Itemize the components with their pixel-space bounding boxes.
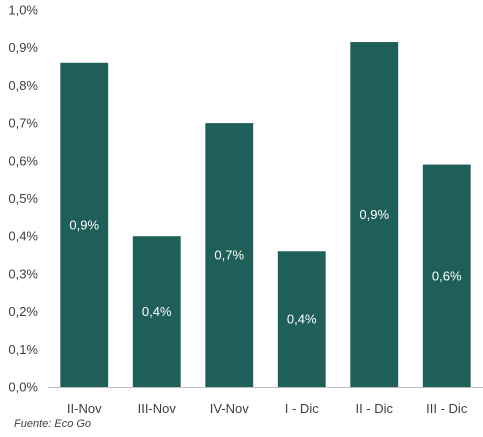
source-note: Fuente: Eco Go — [14, 418, 92, 430]
y-tick-label: 0,4% — [8, 229, 38, 244]
bar — [60, 62, 109, 387]
bars: 0,9% 0,4% 0,7% 0,4% 0,9% 0,6% — [60, 42, 471, 388]
bar-data-label: 0,4% — [287, 312, 317, 327]
bar-data-label: 0,9% — [69, 217, 99, 232]
bar — [205, 123, 254, 387]
y-tick-label: 0,0% — [8, 380, 38, 395]
y-axis: 0,0% 0,1% 0,2% 0,3% 0,4% 0,5% 0,6% 0,7% 0,8% 0,9%… — [8, 3, 38, 395]
y-tick-label: 0,5% — [8, 191, 38, 206]
bar-data-label: 0,6% — [432, 268, 462, 283]
x-tick-label: IV-Nov — [210, 401, 250, 416]
y-tick-label: 0,7% — [8, 116, 38, 131]
x-tick-label: II - Dic — [355, 401, 393, 416]
y-tick-label: 0,8% — [8, 78, 38, 93]
bar-data-label: 0,7% — [214, 248, 244, 263]
x-tick-label: III - Dic — [426, 401, 468, 416]
x-axis: II-Nov III-Nov IV-Nov I - Dic II - Dic III - … — [48, 387, 483, 416]
x-tick-label: III-Nov — [138, 401, 177, 416]
y-tick-label: 0,3% — [8, 266, 38, 281]
y-tick-label: 0,1% — [8, 342, 38, 357]
bar — [277, 251, 326, 387]
y-tick-label: 0,2% — [8, 304, 38, 319]
bar — [350, 42, 399, 388]
bar-data-label: 0,9% — [359, 207, 389, 222]
bar-data-label: 0,4% — [142, 304, 172, 319]
y-tick-label: 1,0% — [8, 3, 38, 18]
x-tick-label: II-Nov — [67, 401, 102, 416]
bar — [422, 164, 471, 387]
y-tick-label: 0,6% — [8, 153, 38, 168]
y-tick-label: 0,9% — [8, 40, 38, 55]
bar — [132, 236, 181, 387]
x-tick-label: I - Dic — [285, 401, 319, 416]
